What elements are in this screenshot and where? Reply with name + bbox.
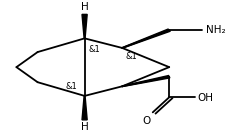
Polygon shape — [122, 29, 170, 48]
Text: OH: OH — [197, 93, 213, 103]
Polygon shape — [82, 96, 87, 120]
Text: O: O — [143, 116, 151, 126]
Text: &1: &1 — [88, 45, 100, 54]
Text: H: H — [81, 2, 88, 12]
Polygon shape — [122, 76, 170, 87]
Text: &1: &1 — [126, 52, 137, 61]
Polygon shape — [82, 14, 87, 38]
Text: NH₂: NH₂ — [206, 25, 225, 35]
Text: &1: &1 — [66, 82, 78, 91]
Text: H: H — [81, 122, 88, 132]
